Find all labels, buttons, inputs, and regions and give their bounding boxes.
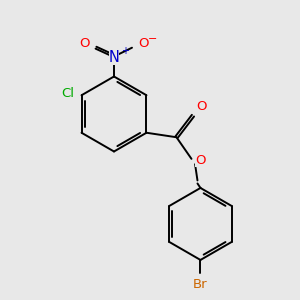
Text: −: − [148,34,158,44]
Text: Br: Br [193,278,208,291]
Text: O: O [79,37,89,50]
Text: O: O [195,154,206,167]
Text: N: N [109,50,119,65]
Text: O: O [139,37,149,50]
Text: +: + [121,46,129,56]
Text: Cl: Cl [61,87,74,100]
Text: O: O [196,100,207,113]
